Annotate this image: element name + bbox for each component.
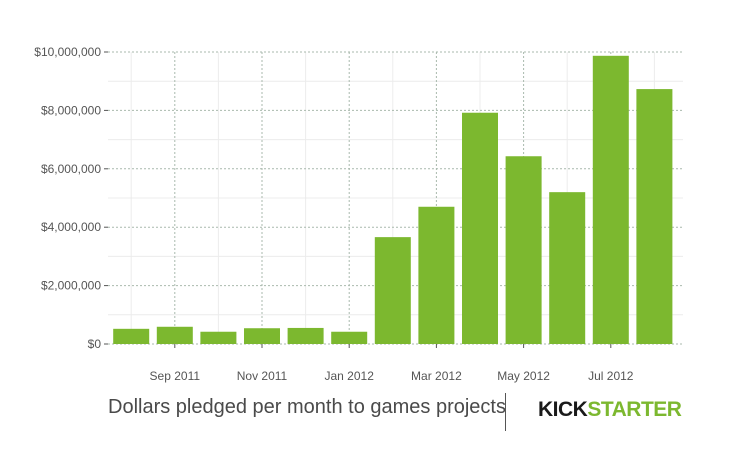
bar-sep-2011	[156, 326, 193, 344]
y-tick-label: $2,000,000	[41, 279, 101, 293]
chart-bars	[113, 55, 673, 345]
x-tick-label: Jul 2012	[588, 369, 634, 383]
bar-dec-2011	[287, 327, 324, 344]
y-tick-label: $4,000,000	[41, 220, 101, 234]
bar-jul-2012	[592, 55, 629, 345]
bar-oct-2011	[200, 331, 237, 344]
x-axis: Sep 2011 Nov 2011 Jan 2012 Mar 2012 May 2012…	[150, 344, 634, 383]
bar-apr-2012	[462, 112, 498, 345]
x-tick-label: Sep 2011	[150, 369, 201, 383]
caption-divider	[505, 393, 506, 431]
kickstarter-logo: KICKSTARTER	[538, 398, 682, 422]
x-tick-label: May 2012	[497, 369, 550, 383]
y-tick-label: $10,000,000	[34, 45, 101, 59]
logo-kick-text: KICK	[538, 398, 588, 421]
x-tick-label: Nov 2011	[237, 369, 288, 383]
chart-caption: Dollars pledged per month to games proje…	[108, 396, 506, 418]
bar-jan-2012	[331, 331, 368, 344]
bar-jun-2012	[549, 192, 586, 344]
bar-nov-2011	[244, 328, 280, 344]
bar-feb-2012	[374, 237, 411, 344]
y-tick-label: $6,000,000	[41, 162, 101, 176]
logo-starter-text: STARTER	[587, 398, 682, 421]
bar-chart: $0 $2,000,000 $4,000,000 $6,000,000 $8,000,0…	[34, 45, 683, 383]
x-tick-label: Mar 2012	[411, 369, 462, 383]
bar-aug-2012	[636, 89, 673, 344]
x-tick-label: Jan 2012	[325, 369, 375, 383]
bar-aug-2011	[113, 328, 150, 344]
bar-mar-2012	[418, 206, 455, 344]
bar-may-2012	[505, 156, 542, 344]
y-tick-label: $0	[88, 337, 102, 351]
y-tick-label: $8,000,000	[41, 103, 101, 117]
y-axis: $0 $2,000,000 $4,000,000 $6,000,000 $8,000,0…	[34, 45, 108, 351]
